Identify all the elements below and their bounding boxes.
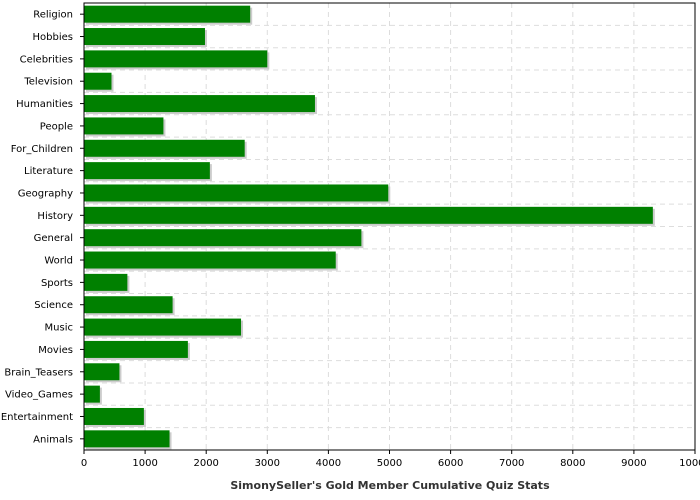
category-label: Video_Games xyxy=(5,390,73,401)
category-label: Science xyxy=(34,300,73,311)
bar-celebrities xyxy=(84,50,268,68)
category-label: General xyxy=(34,233,73,244)
category-label: Sports xyxy=(41,278,73,289)
x-tick-label: 7000 xyxy=(499,458,524,469)
x-tick-label: 9000 xyxy=(621,458,646,469)
x-tick-label: 8000 xyxy=(560,458,585,469)
grid-lines xyxy=(84,3,696,450)
bar-literature xyxy=(84,162,210,180)
category-label: Entertainment xyxy=(1,412,73,423)
bar-animals xyxy=(84,430,170,448)
plot-frame xyxy=(83,2,696,451)
category-label: Hobbies xyxy=(33,32,73,43)
category-label: History xyxy=(37,211,73,222)
x-tick-label: 1000 xyxy=(132,458,157,469)
bar-movies xyxy=(84,340,188,358)
x-tick-label: 6000 xyxy=(438,458,463,469)
bar-science xyxy=(84,296,173,314)
bar-video-games xyxy=(84,385,100,403)
category-label: Music xyxy=(45,323,73,334)
bar-people xyxy=(84,117,164,135)
bar-sports xyxy=(84,273,128,291)
category-label: Geography xyxy=(18,188,73,199)
bar-general xyxy=(84,229,362,247)
category-label: For_Children xyxy=(11,144,73,155)
bar-entertainment xyxy=(84,407,144,425)
category-label: Animals xyxy=(33,434,73,445)
category-labels: Religion Hobbies Celebrities Television Huma… xyxy=(1,10,73,446)
bars xyxy=(84,5,655,450)
category-label: Brain_Teasers xyxy=(4,367,73,378)
category-label: People xyxy=(40,121,73,132)
bar-world xyxy=(84,251,336,269)
x-tick-label: 10000 xyxy=(679,458,700,469)
bar-hobbies xyxy=(84,28,205,46)
x-tick-label: 5000 xyxy=(377,458,402,469)
bar-for-children xyxy=(84,139,245,157)
category-label: World xyxy=(44,256,73,267)
category-label: Movies xyxy=(38,345,73,356)
x-tick-labels: 0 1000 2000 3000 4000 5000 6000 7000 8000 9000 100… xyxy=(81,458,700,469)
category-label: Humanities xyxy=(16,99,73,110)
bar-religion xyxy=(84,5,251,23)
bar-history xyxy=(84,206,653,224)
x-tick-label: 0 xyxy=(81,458,87,469)
category-label: Literature xyxy=(24,166,73,177)
axes xyxy=(80,2,696,454)
x-tick-label: 3000 xyxy=(255,458,280,469)
category-label: Television xyxy=(23,77,73,88)
x-tick-label: 2000 xyxy=(193,458,218,469)
bar-brain-teasers xyxy=(84,363,120,381)
bar-television xyxy=(84,72,112,90)
category-label: Celebrities xyxy=(20,54,73,65)
x-axis-title: SimonySeller's Gold Member Cumulative Qu… xyxy=(230,479,550,492)
bar-geography xyxy=(84,184,389,202)
category-label: Religion xyxy=(33,10,73,21)
bar-humanities xyxy=(84,95,315,113)
x-tick-label: 4000 xyxy=(316,458,341,469)
bar-music xyxy=(84,318,242,336)
